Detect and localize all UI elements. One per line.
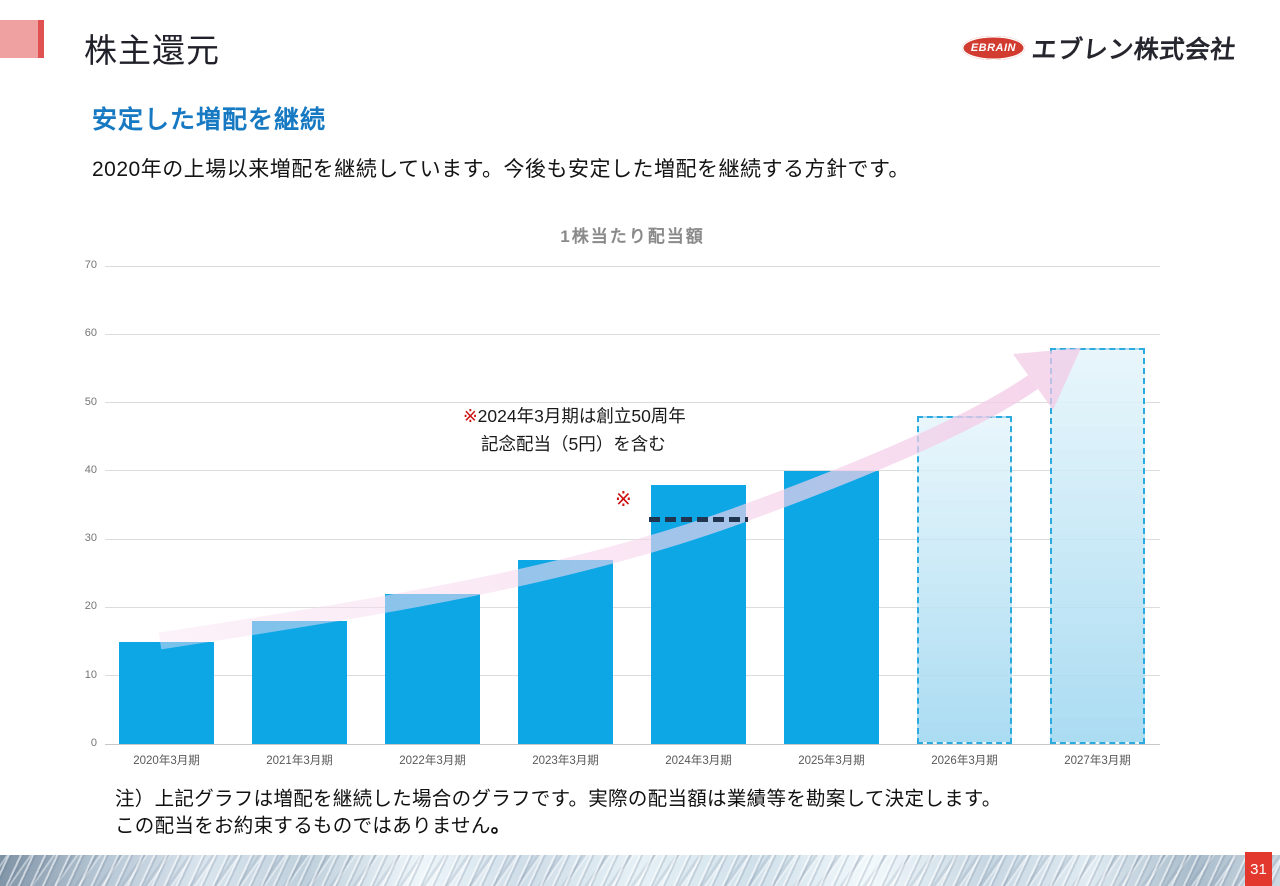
gridline: [105, 265, 1160, 267]
x-axis-label: 2025年3月期: [798, 755, 865, 767]
x-axis-label: 2024年3月期: [665, 755, 732, 767]
base-dividend-dashed-line: [649, 516, 748, 522]
chart-annotation: ※2024年3月期は創立50周年 記念配当（5円）を含む: [463, 402, 686, 458]
dividend-bar-2020年3月期: [119, 641, 214, 744]
dividend-bar-chart: 0 10 20 30 40 50 60 70 2020年3月期 2021年3月期 2022年3月期 2…: [85, 259, 1160, 767]
x-axis-label: 2022年3月期: [399, 755, 466, 767]
gridline: [105, 333, 1160, 335]
y-axis-tick-label: 40: [84, 463, 97, 476]
annotation-line1: ※2024年3月期は創立50周年: [463, 406, 686, 426]
x-axis-label: 2027年3月期: [1064, 755, 1131, 767]
y-axis-tick-label: 20: [84, 600, 97, 613]
gridline: [105, 743, 1160, 745]
projected-dividend-bar-2027年3月期: [1050, 347, 1145, 744]
projected-dividend-bar-2026年3月期: [917, 416, 1012, 744]
y-axis-tick-label: 0: [90, 737, 97, 749]
title-accent-pink: [0, 20, 38, 58]
y-axis-tick-label: 30: [84, 532, 97, 545]
x-axis-label: 2021年3月期: [266, 755, 333, 767]
dividend-bar-2022年3月期: [385, 593, 480, 744]
red-reference-mark: ※: [463, 406, 478, 426]
title-accent-red: [38, 20, 44, 58]
y-axis-tick-label: 50: [84, 395, 97, 408]
y-axis-tick-label: 60: [84, 327, 97, 340]
y-axis-tick-label: 10: [84, 668, 97, 681]
dividend-bar-2023年3月期: [518, 559, 613, 744]
x-axis-label: 2020年3月期: [133, 755, 200, 767]
ebrain-oval-icon: EBRAIN: [961, 36, 1025, 60]
red-reference-mark-on-bar: ※: [615, 489, 632, 511]
chart-title: 1株当たり配当額: [560, 227, 705, 246]
disclaimer-note: 注）上記グラフは増配を継続した場合のグラフです。実際の配当額は業績等を勘案して決…: [115, 788, 1002, 838]
page-number-badge: 31: [1245, 852, 1272, 886]
y-axis-tick-label: 70: [84, 259, 97, 271]
section-heading: 安定した増配を継続: [92, 106, 327, 134]
dividend-bar-2024年3月期: [651, 484, 746, 744]
company-name: エブレン株式会社: [1030, 36, 1238, 64]
body-text: 2020年の上場以来増配を継続しています。今後も安定した増配を継続する方針です。: [92, 158, 910, 181]
annotation-line2: 記念配当（5円）を含む: [481, 434, 666, 454]
footer-circuit-board-image: [0, 855, 1280, 886]
x-axis-label: 2026年3月期: [931, 755, 998, 767]
page-title: 株主還元: [84, 32, 220, 69]
page-number: 31: [1250, 860, 1267, 878]
dividend-bar-2025年3月期: [784, 470, 879, 744]
dividend-bar-2021年3月期: [252, 621, 347, 744]
gridline: [105, 675, 1160, 677]
x-axis-label: 2023年3月期: [532, 755, 599, 767]
company-logo: EBRAIN エブレン株式会社: [961, 30, 1238, 66]
